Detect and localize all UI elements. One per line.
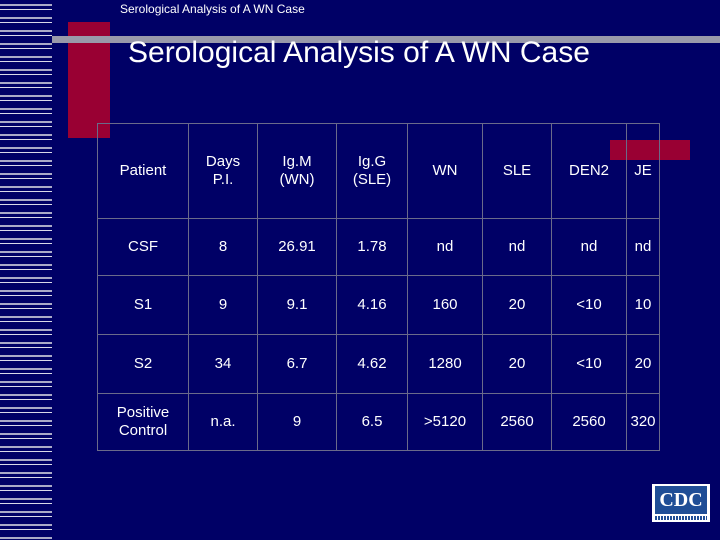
serology-table: Patient Days P.I. Ig.M (WN) Ig.G (SLE) WN S… bbox=[97, 123, 660, 451]
header-days: Days P.I. bbox=[188, 123, 258, 219]
cell-text: nd bbox=[436, 238, 454, 255]
table-cell: 20 bbox=[482, 334, 552, 394]
cell-text: <10 bbox=[576, 355, 602, 372]
decorative-stripes bbox=[0, 0, 52, 540]
header-je: JE bbox=[626, 123, 660, 219]
cell-text: 1280 bbox=[428, 355, 462, 372]
table-row: S1 9 9.1 4.16 160 20 <10 10 bbox=[97, 275, 660, 335]
header-days-line1: Days bbox=[205, 153, 241, 170]
cell-text: 9.1 bbox=[286, 296, 308, 313]
cell-text: 6.5 bbox=[361, 413, 383, 430]
cell-text: 1.78 bbox=[357, 238, 387, 255]
header-igm-line2: (WN) bbox=[279, 171, 315, 188]
table-header-row: Patient Days P.I. Ig.M (WN) Ig.G (SLE) WN S… bbox=[97, 123, 660, 219]
cell-text: 26.91 bbox=[278, 238, 316, 255]
table-row: S2 34 6.7 4.62 1280 20 <10 20 bbox=[97, 334, 660, 394]
header-wn: WN bbox=[407, 123, 483, 219]
cell-text: 9 bbox=[292, 413, 302, 430]
table-cell: 6.7 bbox=[257, 334, 337, 394]
header-den2-label: DEN2 bbox=[568, 162, 609, 179]
table-cell: 1.78 bbox=[336, 218, 408, 276]
cell-text: 20 bbox=[508, 355, 526, 372]
cdc-logo-subline bbox=[655, 516, 707, 520]
table-cell: S1 bbox=[97, 275, 189, 335]
cell-text: 8 bbox=[218, 238, 228, 255]
cell-text: nd bbox=[580, 238, 598, 255]
table-cell: 2560 bbox=[482, 393, 552, 451]
header-days-line2: P.I. bbox=[212, 171, 234, 188]
table-cell: CSF bbox=[97, 218, 189, 276]
table-cell: 10 bbox=[626, 275, 660, 335]
cdc-logo-text: CDC bbox=[655, 486, 707, 514]
table-cell: 20 bbox=[626, 334, 660, 394]
cell-text: 4.62 bbox=[357, 355, 387, 372]
header-patient-label: Patient bbox=[119, 162, 167, 179]
table-cell: 8 bbox=[188, 218, 258, 276]
cell-text: 160 bbox=[432, 296, 458, 313]
table-cell: 160 bbox=[407, 275, 483, 335]
cell-text: Control bbox=[118, 422, 168, 439]
cell-text: n.a. bbox=[210, 413, 236, 430]
table-cell: 6.5 bbox=[336, 393, 408, 451]
cell-text: nd bbox=[634, 238, 652, 255]
table-cell: S2 bbox=[97, 334, 189, 394]
table-cell: n.a. bbox=[188, 393, 258, 451]
header-wn-label: WN bbox=[432, 162, 458, 179]
slide-title: Serological Analysis of A WN Case bbox=[128, 36, 590, 69]
table-cell: 4.16 bbox=[336, 275, 408, 335]
header-igm-line1: Ig.M bbox=[282, 153, 312, 170]
table-cell: 4.62 bbox=[336, 334, 408, 394]
header-small-title: Serological Analysis of A WN Case bbox=[120, 2, 305, 16]
cell-text: S1 bbox=[133, 296, 153, 313]
header-igg-line1: Ig.G bbox=[357, 153, 387, 170]
table-cell: <10 bbox=[551, 334, 627, 394]
table-cell: nd bbox=[551, 218, 627, 276]
cell-text: 4.16 bbox=[357, 296, 387, 313]
cell-text: 20 bbox=[634, 355, 652, 372]
cell-text: 320 bbox=[630, 413, 656, 430]
header-igm: Ig.M (WN) bbox=[257, 123, 337, 219]
table-cell: 34 bbox=[188, 334, 258, 394]
table-cell: 9 bbox=[188, 275, 258, 335]
table-cell: nd bbox=[626, 218, 660, 276]
cell-text: >5120 bbox=[423, 413, 467, 430]
cell-text: 6.7 bbox=[286, 355, 308, 372]
table-cell: 20 bbox=[482, 275, 552, 335]
cell-text: 20 bbox=[508, 296, 526, 313]
cell-text: 34 bbox=[214, 355, 232, 372]
header-je-label: JE bbox=[634, 162, 652, 179]
cell-text: 9 bbox=[218, 296, 228, 313]
cell-text: <10 bbox=[576, 296, 602, 313]
cell-text: 2560 bbox=[500, 413, 534, 430]
cell-text: nd bbox=[508, 238, 526, 255]
cell-text: 2560 bbox=[572, 413, 606, 430]
table-cell: Positive Control bbox=[97, 393, 189, 451]
table-cell: 9 bbox=[257, 393, 337, 451]
table-cell: 9.1 bbox=[257, 275, 337, 335]
cell-text: S2 bbox=[133, 355, 153, 372]
table-cell: 26.91 bbox=[257, 218, 337, 276]
header-sle: SLE bbox=[482, 123, 552, 219]
decorative-gray-bar bbox=[52, 36, 720, 43]
table-cell: nd bbox=[407, 218, 483, 276]
header-patient: Patient bbox=[97, 123, 189, 219]
cdc-logo: CDC bbox=[652, 484, 710, 522]
header-igg-line2: (SLE) bbox=[352, 171, 392, 188]
header-sle-label: SLE bbox=[502, 162, 532, 179]
table-row: CSF 8 26.91 1.78 nd nd nd nd bbox=[97, 218, 660, 276]
table-row: Positive Control n.a. 9 6.5 >5120 2560 25… bbox=[97, 393, 660, 451]
cell-text: CSF bbox=[128, 238, 158, 255]
table-cell: 1280 bbox=[407, 334, 483, 394]
table-cell: nd bbox=[482, 218, 552, 276]
cell-text: 10 bbox=[634, 296, 652, 313]
table-cell: 2560 bbox=[551, 393, 627, 451]
cell-text: Positive bbox=[116, 404, 170, 421]
header-igg: Ig.G (SLE) bbox=[336, 123, 408, 219]
table-cell: >5120 bbox=[407, 393, 483, 451]
serology-table-container: Patient Days P.I. Ig.M (WN) Ig.G (SLE) WN S… bbox=[97, 123, 660, 453]
header-den2: DEN2 bbox=[551, 123, 627, 219]
table-cell: 320 bbox=[626, 393, 660, 451]
table-cell: <10 bbox=[551, 275, 627, 335]
